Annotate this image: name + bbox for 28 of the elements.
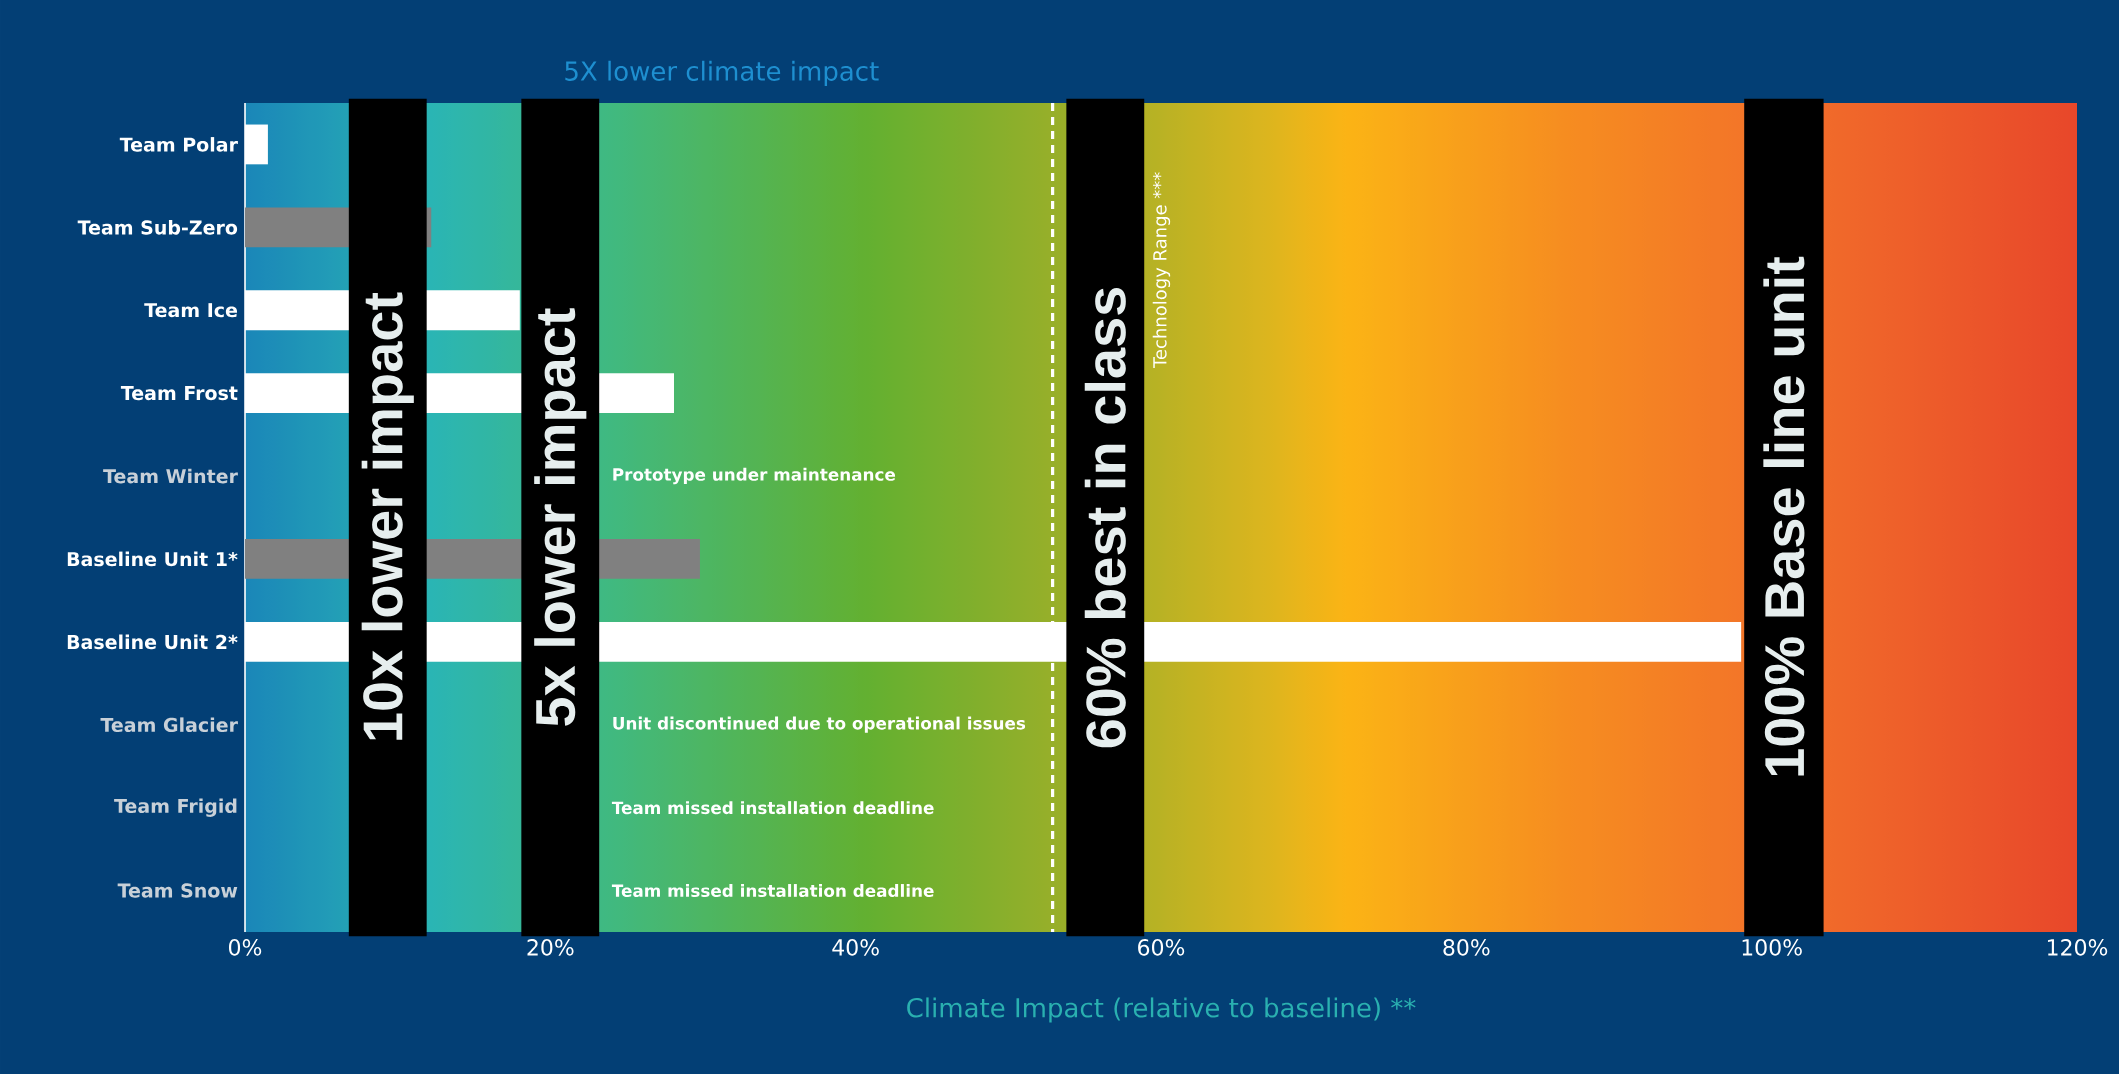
band-label: 10x lower impact [361,292,414,740]
x-tick-label: 40% [832,939,879,956]
y-tick-label: Team Polar [119,137,238,152]
x-axis-title: Climate Impact (relative to baseline) ** [907,997,1416,1023]
x-tick-label: 120% [2047,939,2108,956]
x-tick-label: 100% [1742,939,1802,956]
band-label: 5x lower impact [534,308,587,726]
band-label: 60% best in class [1084,287,1126,748]
band-label: 100% Base line unit [1763,256,1805,776]
y-tick-label: Team Sub-Zero [77,219,238,235]
y-tick-label: Team Ice [144,303,238,318]
y-tick-label: Team Frost [120,386,238,401]
annotation: Unit discontinued due to operational issues [613,716,1026,733]
y-tick-label: Team Winter [103,468,238,484]
y-tick-label: Baseline Unit 1* [67,551,238,567]
y-tick-label: Team Snow [117,883,238,898]
x-tick-label: 80% [1443,939,1490,956]
annotation: Prototype under maintenance [613,467,896,485]
x-tick-label: 60% [1138,939,1185,956]
y-tick-label: Team Frigid [114,798,237,817]
y-tick-label: Team Glacier [100,717,238,733]
annotation: Team missed installation deadline [611,884,934,898]
y-tick-label: Baseline Unit 2* [67,634,238,650]
chart-title: 5X lower climate impact [565,60,879,86]
ref-line-label: Technology Range *** [1152,172,1171,369]
x-tick-label: 20% [527,939,574,956]
annotation: Team missed installation deadline [611,801,934,815]
x-tick-label: 0% [229,939,262,956]
